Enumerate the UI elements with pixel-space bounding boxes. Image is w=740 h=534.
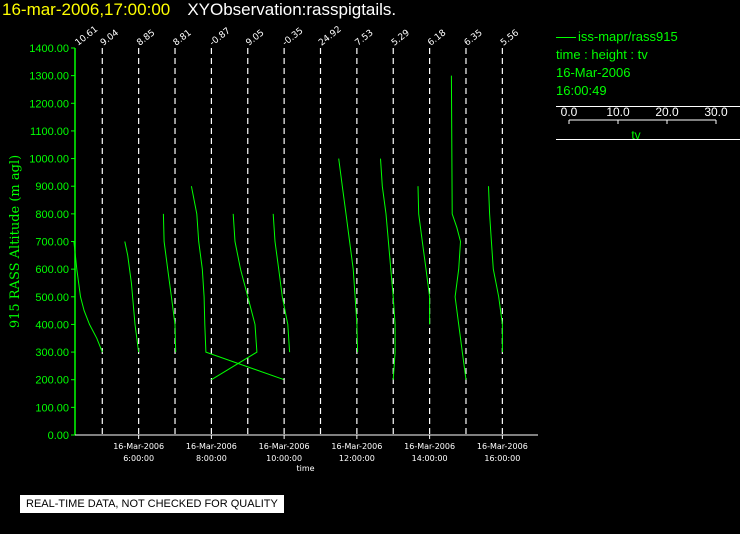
y-tick-label: 400.00: [35, 319, 69, 331]
x-tick-date: 16-Mar-2006: [113, 442, 164, 451]
profile-label: 6.35: [463, 28, 485, 48]
profile-line: [488, 186, 503, 353]
profile-label: -0.87: [208, 26, 233, 48]
profile-label: 8.85: [135, 28, 157, 48]
y-tick-label: 800.00: [35, 209, 69, 221]
x-tick-time: 14:00:00: [412, 454, 448, 463]
x-axis-label: time: [296, 464, 314, 473]
y-tick-label: 300.00: [35, 347, 69, 359]
y-tick-label: 100.00: [35, 402, 69, 414]
legend-date: 16-Mar-2006: [556, 65, 631, 80]
y-tick-label: 700.00: [35, 237, 69, 249]
x-tick-time: 12:00:00: [339, 454, 375, 463]
profile-line: [162, 213, 177, 353]
profile-label: -0.35: [281, 26, 306, 48]
legend: iss-mapr/rass915 time : height : tv 16-M…: [556, 28, 740, 142]
x-tick-time: 10:00:00: [266, 454, 302, 463]
x-tick-time: 16:00:00: [484, 454, 520, 463]
profile-line: [450, 75, 467, 380]
y-tick-label: 500.00: [35, 292, 69, 304]
profile-label: 10.61: [74, 25, 100, 49]
profile-label: 9.05: [244, 28, 266, 48]
profile-line: [272, 213, 291, 353]
profile-line: [380, 158, 396, 380]
y-tick-label: 1300.00: [29, 71, 69, 83]
scale-label: tv: [631, 128, 640, 142]
y-axis-label: 915 RASS Altitude (m agl): [8, 155, 23, 328]
legend-time: 16:00:49: [556, 83, 607, 98]
profile-line: [211, 213, 258, 381]
legend-bottom-separator: [556, 139, 740, 140]
y-tick-label: 600.00: [35, 264, 69, 276]
header-time: 16-mar-2006,17:00:00: [2, 0, 171, 19]
profile-line: [417, 186, 431, 325]
legend-description: time : height : tv: [556, 47, 648, 62]
scale-tick-label: 20.0: [655, 105, 679, 119]
legend-series: iss-mapr/rass915: [556, 28, 740, 46]
header-title: XYObservation:rasspigtails.: [187, 0, 397, 19]
profile-label: 5.29: [390, 28, 412, 48]
scale-tick-label: 0.0: [561, 105, 578, 119]
x-tick-date: 16-Mar-2006: [404, 442, 455, 451]
y-tick-label: 1400.00: [29, 43, 69, 55]
scale-tick-label: 30.0: [704, 105, 728, 119]
profile-line: [73, 241, 103, 353]
scale-tick-label: 10.0: [606, 105, 630, 119]
y-tick-label: 1200.00: [29, 98, 69, 110]
profile-label: 9.04: [99, 28, 121, 48]
profile-line: [338, 158, 359, 353]
profile-line: [124, 241, 140, 353]
legend-scale: 0.0 10.0 20.0 30.0 tv: [561, 105, 728, 142]
profile-label: 5.56: [499, 28, 521, 48]
x-tick-date: 16-Mar-2006: [186, 442, 237, 451]
x-tick-date: 16-Mar-2006: [259, 442, 310, 451]
y-tick-label: 900.00: [35, 181, 69, 193]
x-tick-time: 8:00:00: [196, 454, 227, 463]
profile-label: 24.92: [317, 25, 343, 49]
y-tick-label: 1100.00: [30, 126, 69, 138]
header: 16-mar-2006,17:00:00 XYObservation:rassp…: [2, 0, 396, 24]
legend-separator: [556, 106, 740, 107]
profile-label: 8.81: [172, 28, 194, 48]
x-tick-date: 16-Mar-2006: [331, 442, 382, 451]
profile-line: [190, 186, 285, 381]
quality-notice: REAL-TIME DATA, NOT CHECKED FOR QUALITY: [20, 495, 284, 513]
profile-label: 6.18: [426, 28, 448, 48]
x-tick-date: 16-Mar-2006: [477, 442, 528, 451]
y-tick-label: 1000.00: [29, 154, 69, 166]
y-tick-label: 0.00: [48, 430, 69, 442]
x-tick-time: 6:00:00: [123, 454, 154, 463]
y-tick-label: 200.00: [35, 375, 69, 387]
profile-label: 7.53: [354, 28, 376, 48]
